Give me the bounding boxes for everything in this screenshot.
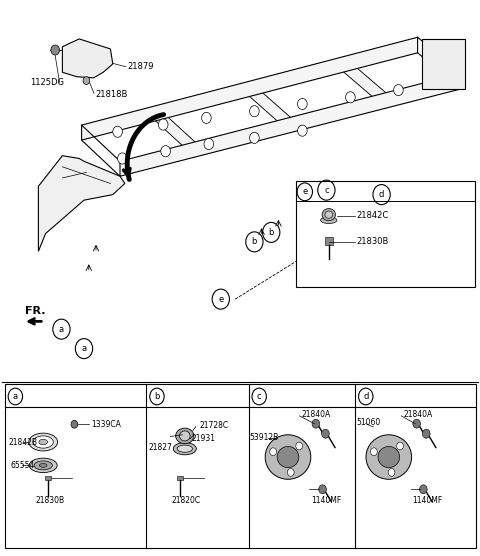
- Circle shape: [113, 126, 122, 137]
- Ellipse shape: [366, 435, 412, 479]
- Ellipse shape: [29, 458, 57, 473]
- Text: 21931: 21931: [191, 434, 215, 443]
- Text: 21842B: 21842B: [9, 438, 37, 446]
- Circle shape: [422, 429, 430, 438]
- Circle shape: [322, 429, 329, 438]
- Bar: [45, 476, 51, 480]
- Circle shape: [312, 419, 320, 428]
- Ellipse shape: [34, 461, 52, 470]
- Text: a: a: [13, 392, 18, 401]
- Circle shape: [296, 442, 302, 450]
- Text: 53912B: 53912B: [250, 433, 279, 442]
- Circle shape: [396, 442, 403, 450]
- Text: 1140MF: 1140MF: [311, 496, 341, 505]
- Text: 21728C: 21728C: [199, 421, 228, 430]
- Circle shape: [118, 153, 127, 164]
- Text: 21830B: 21830B: [357, 237, 389, 246]
- Text: 21879: 21879: [127, 62, 154, 71]
- Text: b: b: [268, 228, 274, 237]
- Circle shape: [204, 138, 214, 150]
- Ellipse shape: [378, 446, 399, 468]
- Polygon shape: [120, 73, 461, 176]
- Circle shape: [288, 469, 294, 476]
- Polygon shape: [250, 81, 290, 132]
- Ellipse shape: [39, 464, 47, 467]
- Ellipse shape: [176, 428, 194, 444]
- Circle shape: [298, 125, 307, 136]
- Polygon shape: [38, 156, 125, 251]
- Bar: [325, 237, 333, 245]
- Ellipse shape: [325, 211, 333, 218]
- Text: e: e: [218, 295, 223, 304]
- Text: d: d: [379, 190, 384, 199]
- Circle shape: [413, 419, 420, 428]
- Text: 21840A: 21840A: [301, 410, 331, 419]
- Circle shape: [250, 106, 259, 117]
- Circle shape: [298, 98, 307, 110]
- Text: a: a: [82, 344, 86, 353]
- Bar: [177, 476, 183, 480]
- Polygon shape: [422, 39, 465, 89]
- Text: 21820C: 21820C: [172, 496, 201, 505]
- Text: 21827: 21827: [149, 443, 173, 452]
- Ellipse shape: [39, 439, 48, 445]
- Text: c: c: [257, 392, 262, 401]
- Circle shape: [51, 45, 60, 55]
- Text: 21840A: 21840A: [403, 410, 432, 419]
- Text: 1339CA: 1339CA: [91, 420, 121, 429]
- Ellipse shape: [177, 445, 192, 453]
- Polygon shape: [156, 106, 195, 157]
- Bar: [296, 181, 475, 287]
- Ellipse shape: [321, 217, 337, 224]
- Circle shape: [394, 85, 403, 96]
- Circle shape: [319, 485, 326, 494]
- Bar: [5, 384, 476, 548]
- Ellipse shape: [173, 443, 196, 455]
- Circle shape: [158, 119, 168, 130]
- Circle shape: [346, 92, 355, 103]
- Text: b: b: [252, 237, 257, 246]
- Polygon shape: [82, 37, 418, 140]
- Circle shape: [371, 448, 377, 455]
- Circle shape: [161, 146, 170, 157]
- Text: 21818B: 21818B: [95, 90, 127, 99]
- Text: 21830B: 21830B: [36, 496, 65, 505]
- Ellipse shape: [265, 435, 311, 479]
- Circle shape: [71, 420, 78, 428]
- Text: FR.: FR.: [25, 306, 46, 316]
- Circle shape: [83, 77, 90, 85]
- Ellipse shape: [277, 446, 299, 468]
- Text: d: d: [363, 392, 369, 401]
- Circle shape: [250, 132, 259, 143]
- Ellipse shape: [29, 433, 58, 451]
- Circle shape: [388, 469, 395, 476]
- Text: b: b: [154, 392, 160, 401]
- Text: 21842C: 21842C: [357, 211, 389, 220]
- Circle shape: [420, 485, 427, 494]
- Text: 1140MF: 1140MF: [412, 496, 442, 505]
- Circle shape: [270, 448, 276, 455]
- Ellipse shape: [33, 436, 53, 448]
- Text: a: a: [59, 325, 64, 334]
- Polygon shape: [62, 39, 113, 78]
- Text: e: e: [302, 187, 307, 196]
- Text: 51060: 51060: [356, 418, 381, 427]
- Text: 65554: 65554: [11, 461, 35, 470]
- Circle shape: [202, 112, 211, 123]
- Ellipse shape: [180, 431, 190, 441]
- Text: 1125DG: 1125DG: [30, 78, 64, 87]
- Polygon shape: [344, 57, 386, 108]
- Ellipse shape: [322, 208, 336, 221]
- Text: c: c: [324, 186, 329, 195]
